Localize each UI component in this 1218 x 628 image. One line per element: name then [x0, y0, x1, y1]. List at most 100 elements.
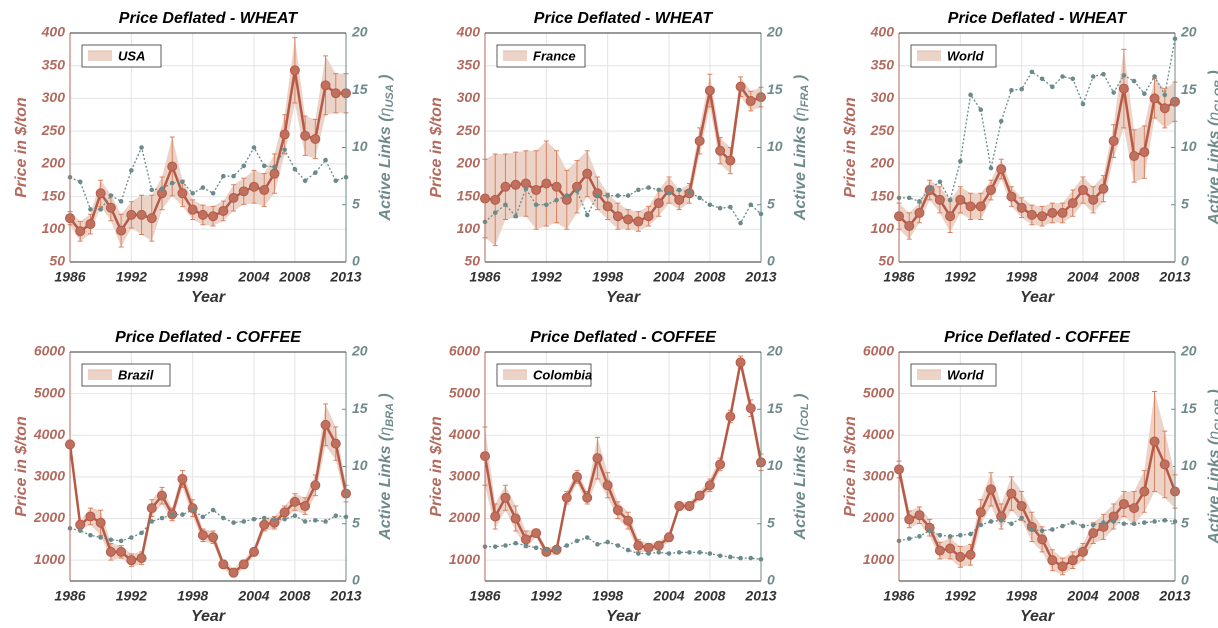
x-tick-label: 1998 — [177, 269, 208, 285]
y-tick-label: 4000 — [33, 426, 65, 442]
y-tick-label: 4000 — [448, 426, 480, 442]
price-point — [745, 96, 756, 107]
y-tick-label: 1000 — [449, 551, 480, 567]
price-point — [904, 221, 915, 232]
links-point — [272, 516, 277, 522]
links-point — [1111, 90, 1116, 95]
links-point — [190, 507, 195, 513]
y2-tick-label: 10 — [352, 138, 368, 154]
x-tick-label: 2008 — [1107, 588, 1139, 604]
chart-title: Price Deflated - COFFEE — [115, 329, 302, 346]
links-point — [1080, 101, 1086, 107]
links-point — [947, 197, 953, 203]
links-point — [927, 528, 932, 533]
chart-title: Price Deflated - WHEAT — [119, 10, 299, 27]
links-point — [492, 210, 498, 216]
y2-label-text: Active Links ( — [377, 434, 394, 541]
price-point — [1088, 194, 1099, 205]
links-point — [523, 186, 529, 192]
links-point — [707, 202, 713, 208]
links-point — [998, 518, 1004, 523]
x-tick-label: 1986 — [469, 269, 500, 285]
links-point — [978, 522, 984, 528]
price-point — [643, 211, 654, 222]
price-point — [725, 155, 736, 166]
y-tick-label: 150 — [457, 187, 481, 203]
y2-label-text: Active Links ( — [1206, 119, 1218, 226]
links-point — [1142, 91, 1147, 96]
links-point — [292, 166, 298, 172]
y-tick-label: 6000 — [449, 343, 480, 359]
y-tick-label: 100 — [871, 220, 895, 236]
x-tick-label: 2004 — [1066, 269, 1098, 285]
price-point — [279, 507, 290, 518]
price-point — [694, 135, 705, 146]
links-point — [129, 168, 134, 173]
links-point — [1039, 76, 1045, 82]
y-tick-label: 250 — [456, 122, 481, 138]
links-point — [584, 212, 590, 218]
price-point — [745, 403, 756, 414]
y-tick-label: 5000 — [34, 384, 65, 400]
price-point — [279, 129, 290, 140]
price-point — [653, 540, 664, 551]
links-point — [625, 547, 631, 553]
links-point — [1029, 527, 1035, 532]
links-point — [1070, 76, 1076, 82]
y2-label-symbol: η — [792, 426, 809, 435]
y-tick-label: 300 — [871, 89, 895, 105]
y2-label-close: ) — [377, 75, 394, 85]
links-point — [574, 538, 580, 544]
y2-tick-label: 5 — [767, 514, 775, 530]
y2-label-text: Active Links ( — [377, 115, 394, 222]
error-band — [70, 404, 346, 577]
links-point — [738, 555, 743, 561]
links-point — [666, 191, 672, 196]
legend: Colombia — [496, 363, 592, 387]
price-point — [735, 357, 746, 368]
links-point — [615, 193, 621, 198]
price-point — [490, 511, 501, 522]
y-tick-label: 3000 — [449, 468, 480, 484]
links-point — [1131, 521, 1137, 527]
price-point — [1159, 103, 1170, 114]
price-point — [1129, 503, 1140, 514]
links-point — [687, 550, 692, 555]
y-tick-label: 200 — [870, 155, 895, 171]
links-point — [988, 519, 994, 524]
legend: USA — [81, 44, 162, 68]
price-point — [914, 510, 925, 521]
links-point — [968, 92, 973, 98]
y-tick-label: 150 — [871, 187, 895, 203]
price-point — [715, 145, 726, 156]
price-point — [218, 559, 229, 570]
price-point — [582, 168, 593, 179]
y2-label-sub: FRA — [799, 85, 811, 108]
price-point — [177, 473, 188, 484]
price-point — [1047, 555, 1058, 566]
price-point — [965, 549, 976, 560]
subplot: 1000 2000 3000 4000 5000 6000 1986 1992 1998 2004… — [13, 329, 396, 625]
links-point — [1019, 515, 1024, 521]
y2-tick-label: 5 — [352, 195, 360, 211]
x-tick-label: 1986 — [54, 588, 85, 604]
links-point — [108, 193, 114, 198]
links-point — [231, 520, 236, 525]
y-tick-label: 50 — [464, 253, 480, 269]
price-line — [898, 88, 1176, 228]
links-point — [625, 193, 631, 198]
links-point — [1060, 74, 1065, 79]
price-point — [1118, 83, 1129, 94]
links-point — [605, 539, 610, 545]
y2-tick-label: 15 — [1181, 81, 1197, 97]
y2-label-close: ) — [1206, 389, 1218, 399]
price-point — [75, 226, 86, 237]
links-line — [69, 145, 347, 210]
legend-swatch — [917, 51, 941, 61]
y2-tick-label: 0 — [767, 572, 775, 588]
links-line — [899, 38, 1176, 203]
price-point — [238, 186, 249, 197]
x-tick-label: 1992 — [531, 588, 562, 604]
links-point — [917, 534, 922, 539]
price-point — [330, 88, 341, 99]
